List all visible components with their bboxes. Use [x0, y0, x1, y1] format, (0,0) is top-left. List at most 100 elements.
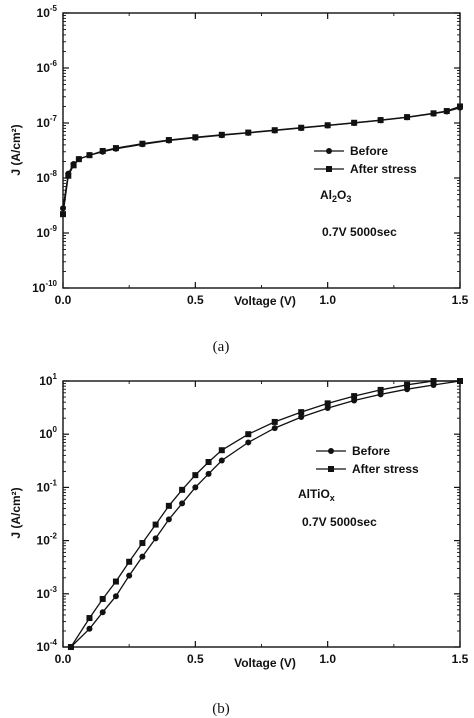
data-point-before: [205, 470, 212, 477]
data-point-after-stress: [192, 134, 199, 141]
data-point-after-stress: [218, 447, 225, 454]
data-point-after-stress: [65, 172, 72, 179]
x-axis-label-b: Voltage (V): [234, 656, 296, 670]
data-point-before: [126, 572, 133, 579]
caption-a: (a): [213, 339, 230, 355]
x-tick-label: 1.5: [452, 652, 469, 666]
data-point-before: [245, 439, 252, 446]
data-point-after-stress: [192, 472, 199, 479]
data-point-before: [179, 500, 186, 507]
data-point-before: [324, 405, 331, 412]
x-tick-label: 1.5: [452, 293, 469, 307]
data-point-after-stress: [99, 147, 106, 154]
y-tick-label: 10-9: [37, 224, 58, 240]
panel-a: 10-10 10-9 10-8 10-7 10-6 10-5 0.0 0.5 1.0 1.5 V…: [9, 4, 469, 355]
x-tick-label: 0.5: [187, 293, 204, 307]
legend-marker-after-b: [328, 466, 334, 472]
data-point-after-stress: [139, 540, 146, 547]
y-axis-label-a: J (A/cm²): [9, 124, 23, 175]
legend-label-after-a: After stress: [350, 162, 417, 176]
data-point-after-stress: [351, 393, 358, 400]
data-point-after-stress: [377, 386, 384, 393]
data-point-after-stress: [67, 644, 74, 650]
data-point-after-stress: [377, 117, 384, 124]
data-point-before: [218, 457, 225, 464]
data-point-before: [271, 425, 278, 432]
x-tick-label: 1.0: [319, 293, 336, 307]
y-tick-label: 100: [39, 425, 57, 441]
x-tick-label: 0.0: [55, 293, 72, 307]
x-axis-a: 0.0 0.5 1.0 1.5: [55, 13, 469, 307]
data-point-after-stress: [245, 431, 252, 438]
data-point-before: [112, 593, 119, 600]
data-point-after-stress: [139, 140, 146, 147]
x-tick-label: 1.0: [319, 652, 336, 666]
data-point-after-stress: [298, 124, 305, 131]
data-point-after-stress: [165, 137, 172, 144]
plot-area-b: [62, 380, 461, 648]
y-tick-label: 10-5: [37, 4, 58, 20]
legend-marker-before-b: [328, 448, 334, 454]
y-tick-label: 10-10: [32, 279, 57, 295]
legend-b: Before After stress: [316, 444, 419, 476]
data-point-after-stress: [404, 114, 411, 121]
data-point-before: [139, 553, 146, 560]
data-point-after-stress: [126, 558, 133, 565]
y-tick-label: 10-6: [37, 59, 58, 75]
data-point-after-stress: [430, 378, 437, 384]
legend-marker-before-a: [326, 148, 332, 154]
data-point-after-stress: [152, 521, 159, 528]
data-point-after-stress: [165, 502, 172, 509]
legend-marker-after-a: [326, 166, 332, 172]
legend-a: Before After stress: [314, 144, 417, 176]
data-point-after-stress: [86, 152, 93, 159]
data-point-after-stress: [112, 578, 119, 585]
data-point-after-stress: [271, 127, 278, 134]
y-tick-label: 10-7: [37, 114, 58, 130]
data-point-before: [192, 484, 199, 491]
annotation-condition-a: 0.7V 5000sec: [322, 225, 397, 239]
data-point-before: [298, 414, 305, 421]
data-point-before: [152, 535, 159, 542]
data-point-after-stress: [404, 381, 411, 388]
data-point-after-stress: [457, 103, 463, 110]
y-axis-label-b: J (A/cm²): [9, 487, 23, 538]
data-point-after-stress: [298, 409, 305, 416]
y-tick-label: 10-3: [37, 585, 58, 601]
data-point-after-stress: [271, 418, 278, 425]
annotation-condition-b: 0.7V 5000sec: [302, 515, 377, 529]
data-point-after-stress: [75, 156, 82, 163]
data-point-after-stress: [112, 145, 119, 152]
data-point-before: [165, 516, 172, 523]
data-point-after-stress: [179, 486, 186, 493]
data-point-after-stress: [60, 211, 66, 218]
data-point-after-stress: [86, 615, 93, 622]
data-point-after-stress: [245, 129, 252, 136]
data-point-after-stress: [70, 162, 77, 169]
x-tick-label: 0.0: [55, 652, 72, 666]
data-point-after-stress: [324, 400, 331, 407]
y-axis-a: 10-10 10-9 10-8 10-7 10-6 10-5: [32, 4, 460, 295]
annotation-material-a: Al2O3: [320, 188, 351, 204]
y-tick-label: 10-4: [37, 638, 58, 654]
data-point-after-stress: [430, 110, 437, 117]
data-point-after-stress: [443, 108, 450, 115]
series-group-a: [60, 103, 463, 218]
legend-label-before-b: Before: [352, 444, 390, 458]
data-point-before: [86, 625, 93, 632]
annotation-material-b: AlTiOx: [298, 487, 335, 503]
data-point-after-stress: [218, 131, 225, 138]
plot-area-a: [62, 12, 461, 289]
x-axis-label-a: Voltage (V): [234, 294, 296, 308]
data-point-after-stress: [457, 378, 463, 384]
data-point-before: [99, 609, 106, 616]
x-axis-b: 0.0 0.5 1.0 1.5: [55, 381, 469, 666]
caption-b: (b): [212, 701, 230, 717]
legend-label-before-a: Before: [350, 144, 388, 158]
data-point-after-stress: [205, 459, 212, 466]
y-tick-label: 101: [39, 372, 57, 388]
y-tick-label: 10-8: [37, 169, 58, 185]
legend-label-after-b: After stress: [352, 462, 419, 476]
y-tick-label: 10-1: [37, 478, 58, 494]
